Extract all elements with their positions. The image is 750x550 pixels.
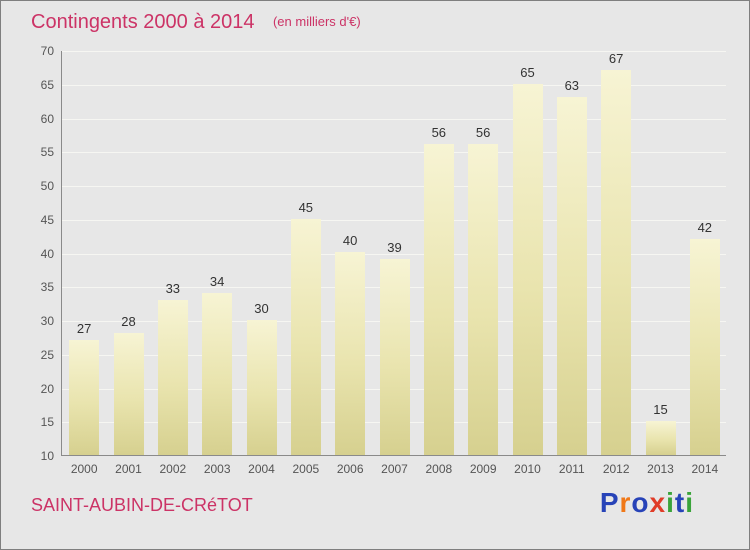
x-axis-tick-label: 2012 <box>602 462 630 476</box>
proxiti-logo: Proxiti <box>600 487 694 519</box>
x-axis-tick-label: 2011 <box>558 462 585 476</box>
x-axis-tick-label: 2008 <box>425 462 453 476</box>
bar-2014 <box>689 239 720 455</box>
bar-2006 <box>335 252 366 455</box>
bar-value-label: 39 <box>387 240 402 255</box>
bar-value-label: 27 <box>76 321 92 336</box>
x-axis-tick-label: 2010 <box>514 462 541 476</box>
x-axis-tick-label: 2009 <box>469 462 497 476</box>
y-axis-tick-label: 45 <box>40 212 54 227</box>
bar-value-label: 15 <box>653 402 668 417</box>
x-axis-tick-label: 2002 <box>159 462 187 476</box>
x-axis-tick-label: 2007 <box>381 462 408 476</box>
bar-2010 <box>512 84 543 455</box>
bar-value-label: 45 <box>298 200 314 215</box>
gridline <box>62 253 726 255</box>
bar-2002 <box>157 300 188 455</box>
logo-letter: P <box>599 487 620 518</box>
y-axis-tick-label: 30 <box>40 314 54 328</box>
x-axis-tick-label: 2001 <box>115 462 142 476</box>
y-axis-tick-label: 60 <box>40 111 54 126</box>
bar-value-label: 40 <box>342 233 358 248</box>
bar-value-label: 56 <box>475 125 491 140</box>
y-axis-tick-label: 15 <box>40 415 54 430</box>
x-axis-tick-label: 2013 <box>647 462 674 476</box>
logo-letter: t <box>674 487 686 518</box>
bar-value-label: 30 <box>254 301 269 316</box>
gridline <box>62 51 726 52</box>
x-axis-tick-label: 2006 <box>336 462 364 476</box>
gridline <box>62 84 726 86</box>
logo-letter: i <box>666 487 675 518</box>
y-axis-tick-label: 65 <box>40 77 54 92</box>
logo-letter: o <box>631 487 650 518</box>
bar-chart-plot-area: 10 15 20 25 30 35 40 45 50 55 60 65 70 27 2000 28 2001 33… <box>41 44 726 476</box>
bar-2011 <box>556 97 587 455</box>
bar-value-label: 56 <box>431 125 447 140</box>
bar-2013 <box>645 421 676 455</box>
chart-title: Contingents 2000 à 2014 <box>31 11 255 33</box>
logo-letter: r <box>619 487 632 518</box>
logo-letter: i <box>685 487 694 518</box>
y-axis-tick-label: 35 <box>40 280 54 295</box>
chart-header: Contingents 2000 à 2014 (en milliers d'€… <box>31 11 361 34</box>
bar-2003 <box>202 293 233 455</box>
bar-2001 <box>113 333 144 455</box>
bar-value-label: 65 <box>520 65 535 80</box>
x-axis-tick-label: 2000 <box>70 462 98 476</box>
bar-value-label: 63 <box>564 78 580 93</box>
bar-2012 <box>601 70 632 455</box>
gridline <box>62 219 726 221</box>
bar-2004 <box>246 320 277 455</box>
y-axis-tick-label: 25 <box>40 347 54 362</box>
bar-value-label: 34 <box>209 274 225 289</box>
place-name: SAINT-AUBIN-DE-CRéTOT <box>31 495 253 515</box>
x-axis-tick-label: 2005 <box>292 462 320 476</box>
chart-subtitle: (en milliers d'€) <box>272 14 361 29</box>
bar-value-label: 28 <box>121 314 136 329</box>
x-axis-tick-label: 2014 <box>691 462 719 476</box>
y-axis-tick-label: 55 <box>40 145 54 160</box>
bar-2000 <box>69 340 100 455</box>
gridline <box>62 152 726 154</box>
bar-value-label: 33 <box>165 281 181 296</box>
logo-letter: x <box>649 487 667 518</box>
y-axis-tick-label: 70 <box>40 44 54 58</box>
bar-2005 <box>290 219 321 455</box>
bar-value-label: 42 <box>697 220 713 235</box>
x-axis-tick-label: 2004 <box>248 462 275 476</box>
bar-2008 <box>423 144 454 455</box>
gridline <box>62 186 726 187</box>
bar-2007 <box>379 259 410 455</box>
bar-value-label: 67 <box>608 51 624 66</box>
y-axis-tick-label: 10 <box>40 449 54 463</box>
bar-2009 <box>468 144 499 455</box>
y-axis-tick-label: 50 <box>40 179 54 193</box>
x-axis-tick-label: 2003 <box>203 462 231 476</box>
y-axis-tick-label: 40 <box>40 246 54 261</box>
y-axis-tick-label: 20 <box>40 381 54 396</box>
gridline <box>62 118 726 120</box>
